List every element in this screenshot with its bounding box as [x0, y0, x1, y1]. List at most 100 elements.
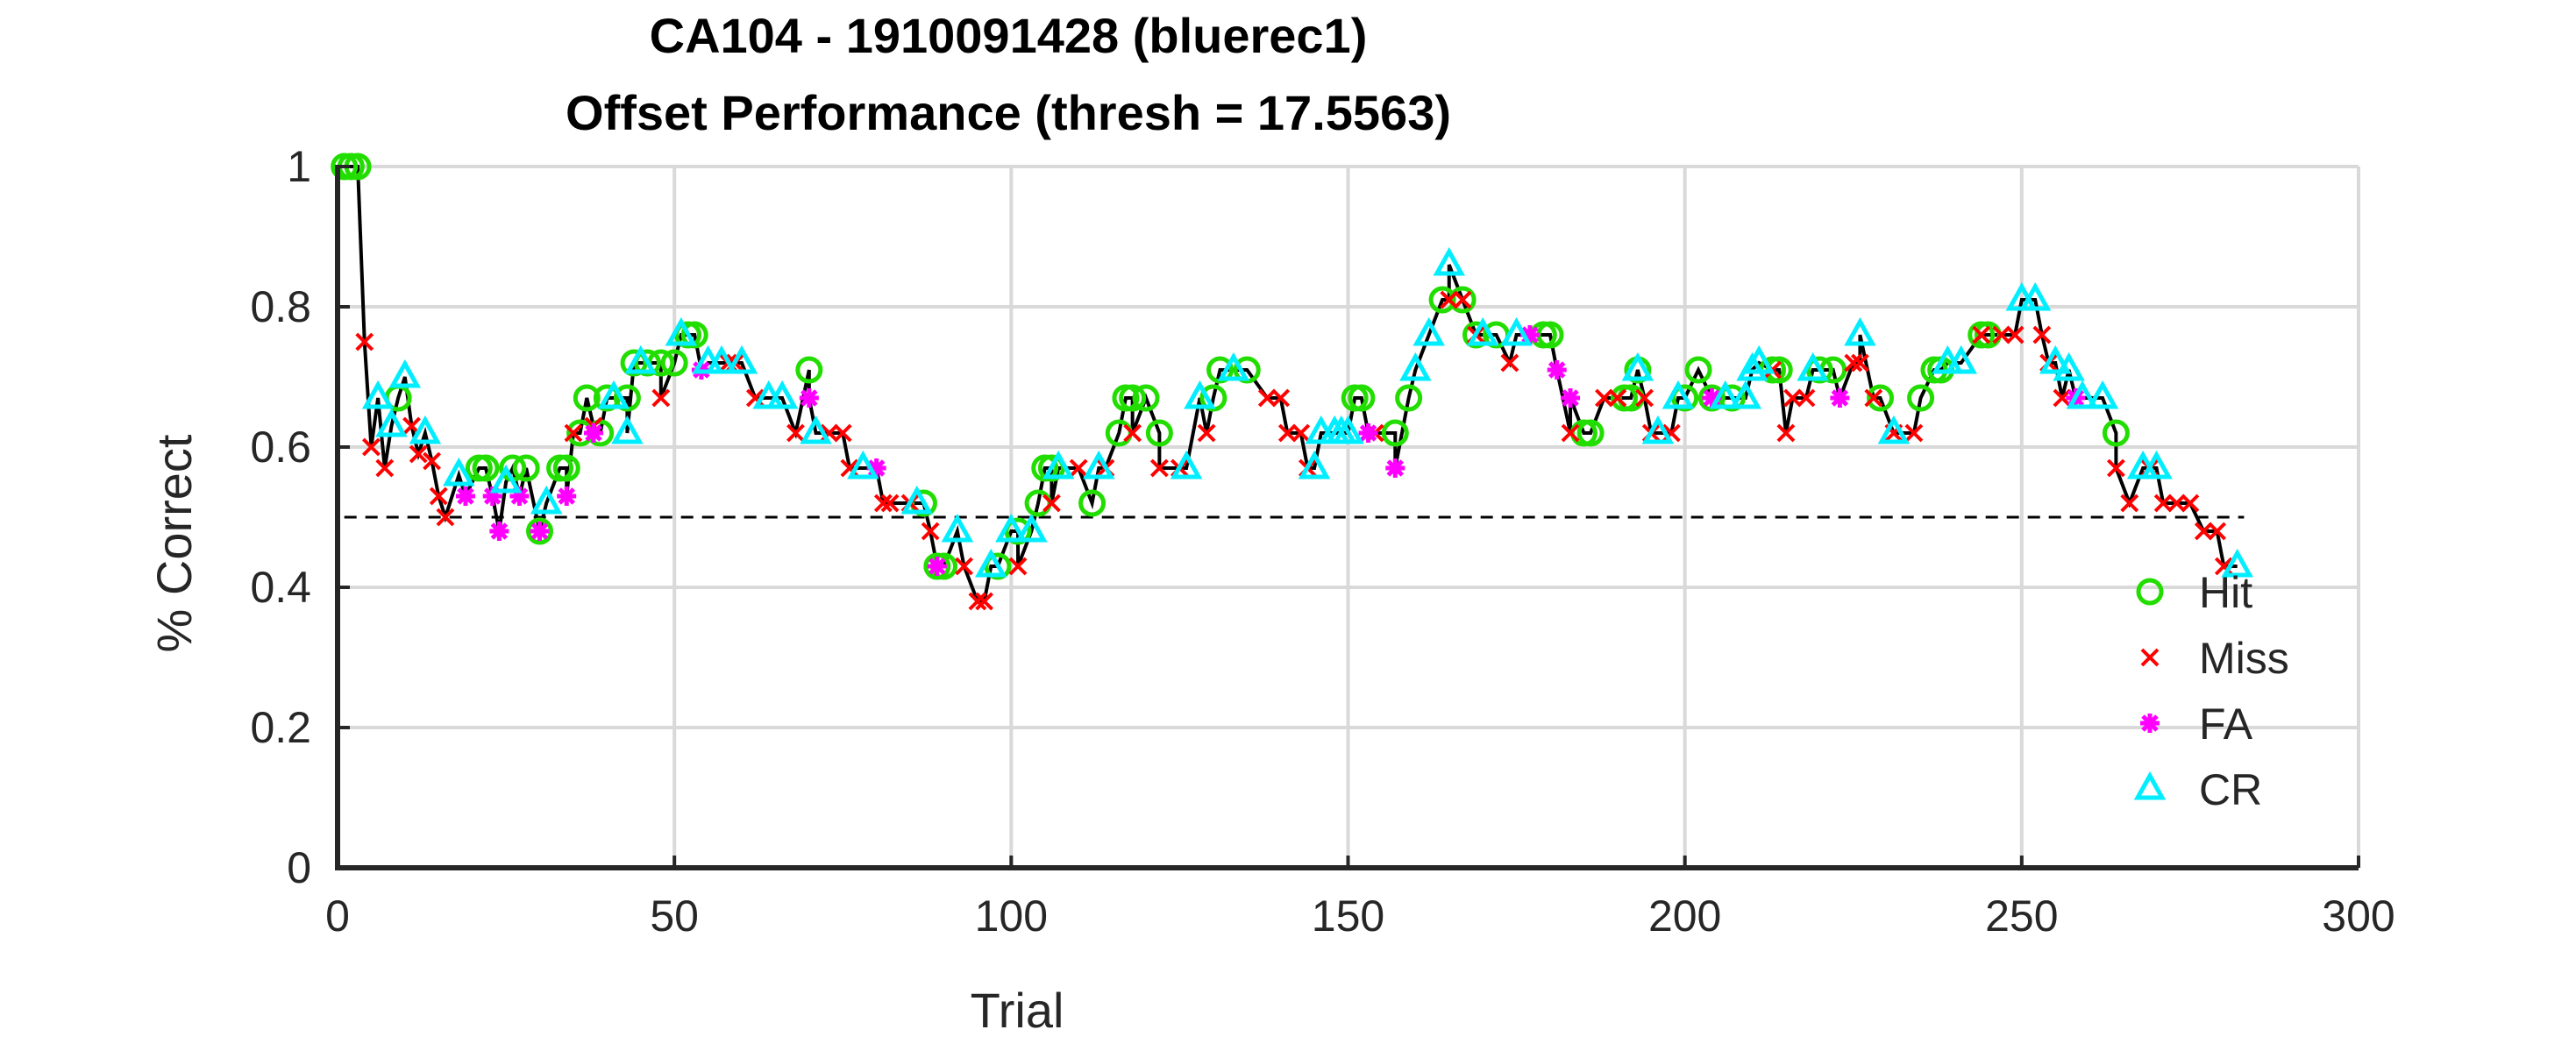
data-point-cr [1844, 316, 1876, 346]
data-point-miss [1595, 388, 1613, 408]
data-point-hit [1132, 384, 1160, 412]
data-point-hit [573, 384, 601, 412]
data-point-cr [2140, 450, 2173, 479]
data-point-cr [1662, 380, 1695, 409]
data-point-cr [2039, 344, 2072, 374]
data-point-hit [552, 454, 580, 482]
data-point-cr [2086, 380, 2119, 409]
y-tick-label: 0.4 [250, 563, 311, 612]
data-point-cr [1015, 513, 1048, 543]
data-point-miss [1292, 423, 1311, 443]
data-point-fa [1702, 388, 1722, 408]
data-point-hit [620, 349, 648, 377]
axes [335, 165, 2360, 870]
data-point-hit [1866, 384, 1894, 412]
y-tick-label: 0.2 [250, 703, 311, 752]
data-point-miss [429, 486, 448, 506]
data-point-miss [880, 494, 900, 513]
data-point-hit [795, 356, 823, 384]
y-tick-label: 0.8 [250, 282, 311, 331]
data-point-hit [1381, 419, 1409, 447]
data-point-miss [1904, 423, 1924, 443]
data-point-cr [1170, 450, 1203, 479]
data-point-hit [613, 384, 641, 412]
data-point-cr [1042, 450, 1075, 479]
data-point-cr [1399, 352, 1432, 381]
data-point-cr [443, 457, 475, 486]
data-point-fa [866, 458, 886, 478]
data-point-cr [975, 548, 1007, 578]
data-point-miss [436, 508, 455, 527]
data-point-cr [1709, 380, 1742, 409]
x-tick-label: 300 [2322, 891, 2395, 941]
data-point-cr [361, 380, 395, 409]
data-point-cr [665, 316, 698, 346]
data-point-miss [355, 332, 374, 352]
y-tick-labels: 0 0.2 0.4 0.6 0.8 1 [250, 142, 311, 892]
data-point-cr [1742, 344, 1775, 374]
data-point-hit [1348, 384, 1376, 412]
data-point-miss [2194, 522, 2213, 541]
data-point-hit [593, 384, 621, 412]
data-point-cr [2221, 548, 2253, 578]
legend-label-fa: FA [2199, 700, 2253, 749]
legend-marker-miss [2140, 648, 2160, 667]
data-point-miss [564, 423, 583, 443]
legend: Hit Miss FA CR [2133, 568, 2289, 814]
data-point-cr [489, 464, 523, 494]
data-point-miss [1149, 458, 1169, 478]
data-point-fa [455, 486, 475, 506]
data-point-miss [1561, 423, 1580, 443]
data-point-miss [2153, 494, 2173, 513]
data-point-miss [1069, 458, 1088, 478]
data-point-miss [423, 451, 441, 471]
data-point-fa [482, 486, 502, 506]
data-point-miss [1500, 353, 1519, 373]
data-point-miss [1197, 423, 1216, 443]
data-point-hit [1004, 517, 1032, 545]
data-point-miss [1797, 388, 1816, 408]
data-point-cr [1877, 415, 1911, 444]
data-point-hit [1119, 384, 1147, 412]
chart-title: CA104 - 1910091428 (bluerec1) [650, 8, 1368, 63]
data-point-miss [1776, 423, 1796, 443]
y-tick-label: 1 [287, 142, 311, 191]
data-point-miss [375, 458, 395, 478]
data-point-fa [1830, 388, 1850, 408]
data-point-cr [1500, 316, 1533, 346]
data-point-miss [1783, 388, 1803, 408]
data-point-miss [1123, 423, 1142, 443]
data-point-cr [2066, 380, 2099, 409]
data-point-fa [799, 388, 819, 408]
data-point-fa [1547, 360, 1567, 380]
data-point-fa [1561, 388, 1581, 408]
data-point-miss [1453, 290, 1472, 309]
data-point-hit [1462, 321, 1490, 349]
data-point-fa [489, 522, 509, 541]
data-point-fa [1358, 423, 1378, 443]
data-point-hit [1907, 384, 1935, 412]
data-point-fa [557, 486, 577, 506]
data-point-hit [984, 552, 1012, 580]
data-point-hit [1805, 356, 1833, 384]
data-point-miss [2181, 494, 2200, 513]
data-point-hit [680, 321, 708, 349]
x-tick-label: 50 [650, 891, 699, 941]
legend-label-miss: Miss [2199, 634, 2289, 683]
x-axis-label: Trial [971, 983, 1064, 1038]
x-tick-label: 150 [1312, 891, 1384, 941]
data-point-cr [530, 485, 563, 515]
data-point-hit [1697, 384, 1726, 412]
y-axis-label: % Correct [146, 434, 202, 652]
legend-label-hit: Hit [2199, 568, 2252, 617]
data-point-cr [847, 450, 879, 479]
data-point-miss [1972, 325, 1991, 344]
data-point-fa [1519, 325, 1540, 344]
data-point-miss [409, 444, 428, 464]
legend-label-cr: CR [2199, 765, 2262, 814]
legend-marker-hit [2136, 578, 2164, 606]
data-point-cr [1298, 450, 1331, 479]
data-point-cr [388, 359, 422, 388]
data-point-cr [1217, 352, 1250, 381]
data-point-hit [1199, 384, 1228, 412]
